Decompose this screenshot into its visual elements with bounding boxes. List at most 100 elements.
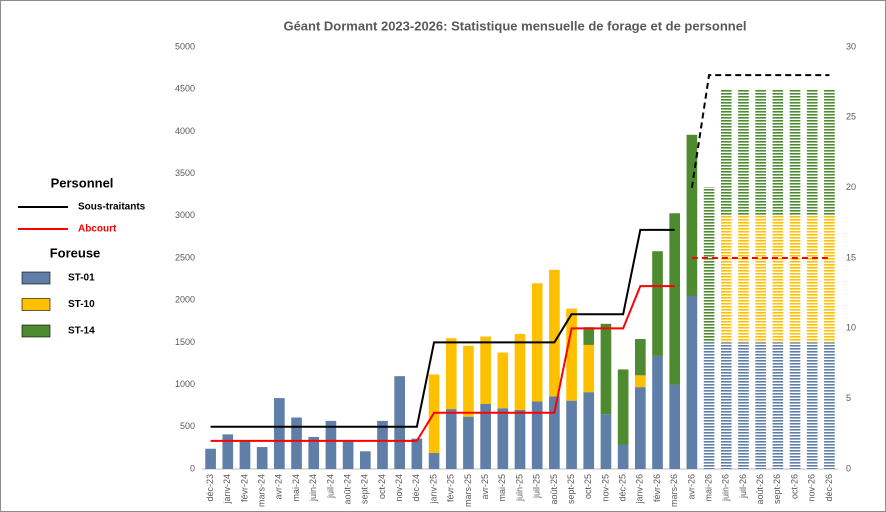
x-tick-label: juin-26: [721, 474, 731, 502]
x-tick-label: oct-25: [583, 474, 593, 499]
bar-segment: [583, 392, 595, 469]
legend-swatch: [21, 271, 51, 285]
y2-tick-label: 30: [846, 41, 856, 51]
bar-segment: [772, 342, 784, 469]
x-tick-label: janv-24: [222, 474, 232, 505]
bar-segment: [686, 134, 698, 296]
x-tick-label: août-25: [549, 474, 559, 505]
bar-segment: [720, 89, 732, 216]
bar-segment: [755, 342, 766, 469]
x-tick-label: juil-24: [325, 474, 335, 499]
x-tick-label: juil-25: [532, 474, 542, 499]
bar-segment: [824, 89, 835, 216]
x-tick-label: mars-25: [463, 474, 473, 507]
x-tick-label: janv-26: [635, 474, 645, 505]
y-tick-label: 1500: [175, 337, 195, 347]
line-series: [210, 285, 675, 442]
bar-segment: [652, 251, 663, 356]
x-tick-label: déc-23: [205, 474, 215, 502]
y2-tick-label: 0: [846, 463, 851, 473]
x-tick-label: déc-24: [411, 474, 421, 502]
x-tick-label: sept-26: [772, 474, 782, 504]
bar-segment: [703, 187, 715, 343]
y-tick-label: 1000: [175, 379, 195, 389]
x-tick-label: avr-25: [480, 474, 490, 500]
y2-tick-label: 25: [846, 112, 856, 122]
bar-segment: [274, 398, 285, 469]
bar-segment: [256, 447, 268, 469]
bar-segment: [531, 401, 543, 469]
bar-segment: [772, 215, 784, 343]
bar-segment: [720, 342, 732, 469]
bar-segment: [634, 339, 646, 376]
legend-label: ST-01: [68, 273, 95, 284]
y-tick-label: 0: [190, 463, 195, 473]
bar-segment: [566, 308, 577, 401]
legend-label: Sous-traitants: [78, 202, 146, 213]
x-tick-label: févr-25: [446, 474, 456, 502]
bar-segment: [342, 440, 354, 469]
bar-segment: [738, 89, 749, 216]
bar-segment: [325, 420, 337, 469]
bar-segment: [222, 434, 234, 469]
bar-segment: [359, 451, 371, 469]
bar-segment: [583, 327, 595, 345]
y2-tick-label: 15: [846, 252, 856, 262]
bar-segment: [600, 323, 612, 415]
bar-segment: [806, 342, 818, 469]
y-tick-label: 4000: [175, 126, 195, 136]
y2-tick-label: 5: [846, 393, 851, 403]
bar-segment: [703, 342, 715, 469]
bar-segment: [738, 215, 749, 343]
x-tick-label: févr-24: [239, 474, 249, 502]
y-tick-label: 3500: [175, 168, 195, 178]
bar-segment: [634, 387, 646, 469]
bar-segment: [617, 369, 629, 445]
x-tick-label: juil-26: [738, 474, 748, 499]
bar-segment: [789, 89, 801, 216]
bar-segment: [789, 215, 801, 343]
legend-swatch: [21, 324, 51, 338]
x-tick-label: déc-26: [824, 474, 834, 502]
line-series: [690, 74, 830, 188]
x-tick-label: mai-26: [703, 474, 713, 502]
bar-segment: [549, 396, 560, 469]
y-tick-label: 500: [180, 421, 195, 431]
x-tick-label: mai-24: [291, 474, 301, 502]
bar-segment: [720, 215, 732, 343]
line-series: [210, 228, 675, 428]
bar-segment: [566, 400, 577, 469]
bar-segment: [652, 355, 663, 469]
bar-segment: [617, 444, 629, 469]
x-tick-label: oct-24: [377, 474, 387, 499]
legend-label: Abcourt: [78, 224, 117, 235]
bar-segment: [755, 89, 766, 216]
y-tick-label: 3000: [175, 210, 195, 220]
x-tick-label: mai-25: [497, 474, 507, 502]
bar-segment: [772, 89, 784, 216]
bar-segment: [686, 295, 698, 469]
bar-segment: [377, 420, 388, 469]
x-tick-label: mars-24: [257, 474, 267, 507]
bar-segment: [549, 269, 560, 397]
bar-segment: [669, 384, 681, 469]
bar-segment: [600, 414, 612, 469]
bar-segment: [806, 215, 818, 343]
bar-segment: [806, 89, 818, 216]
x-tick-label: juin-25: [514, 474, 524, 502]
y-tick-label: 2500: [175, 252, 195, 262]
bar-segment: [669, 213, 681, 385]
x-tick-label: nov-26: [807, 474, 817, 502]
y-tick-label: 2000: [175, 295, 195, 305]
bar-segment: [445, 409, 457, 469]
bar-segment: [514, 409, 526, 469]
x-tick-label: sept-25: [566, 474, 576, 504]
bar-segment: [789, 342, 801, 469]
x-tick-label: avr-26: [686, 474, 696, 500]
bar-segment: [824, 215, 835, 343]
x-tick-label: août-24: [342, 474, 352, 505]
bar-segment: [497, 408, 509, 469]
y2-tick-label: 10: [846, 323, 856, 333]
